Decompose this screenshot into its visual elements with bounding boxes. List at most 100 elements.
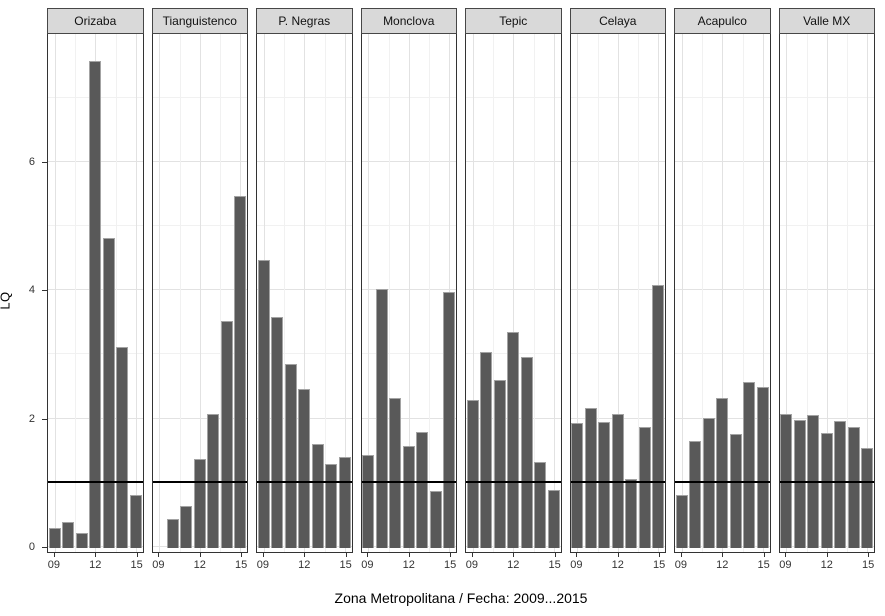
gridline-major-x (577, 34, 579, 552)
facet-orizaba: Orizaba 09 12 15 (47, 8, 144, 577)
facet-strip-label: Valle MX (803, 14, 851, 28)
x-tick-label: 12 (193, 559, 206, 571)
facet-strip: Tepic (465, 8, 562, 34)
gridline-minor-x (597, 34, 599, 552)
bar-2012 (193, 459, 206, 548)
x-tick-mark (722, 553, 724, 557)
facet-strip: Valle MX (778, 8, 875, 34)
bar-2009 (466, 400, 479, 548)
bar-2014 (743, 382, 756, 548)
bar-2012 (298, 389, 311, 548)
x-ticks: 09 12 15 (47, 553, 144, 577)
x-tick-label: 09 (674, 559, 688, 571)
facet-strip-label: Tianguistenco (162, 14, 237, 28)
facet-strip-label: Celaya (599, 14, 637, 28)
gridline-minor-x (742, 34, 744, 552)
x-ticks: 09 12 15 (465, 553, 562, 577)
bar-2012 (507, 331, 520, 548)
x-tick-label: 09 (779, 559, 792, 571)
x-tick-label: 15 (757, 559, 770, 571)
gridline-minor-x (806, 34, 808, 552)
bar-2013 (311, 443, 324, 548)
bar-2011 (389, 397, 402, 548)
gridline-minor-x (702, 34, 703, 552)
bar-2013 (520, 356, 533, 548)
bar-2010 (689, 441, 702, 548)
gridline-major-x (54, 34, 56, 552)
x-tick-label: 15 (339, 559, 352, 571)
gridline-major-x (786, 34, 788, 552)
x-ticks: 09 12 15 (152, 553, 249, 577)
gridline-major-x (472, 34, 474, 552)
facet-panel (151, 34, 248, 553)
facet-strip-label: Acapulco (697, 14, 747, 28)
bar-2015 (443, 291, 456, 548)
facet-valle-mx: Valle MX 09 12 15 (778, 8, 875, 577)
x-tick-mark (659, 553, 661, 557)
facet-strip: P. Negras (256, 8, 353, 34)
x-tick-label: 15 (652, 559, 666, 571)
bar-2014 (638, 427, 651, 548)
x-tick-label: 12 (716, 559, 729, 571)
x-tick-label: 15 (548, 559, 561, 571)
y-tick-label: 2 (28, 412, 35, 425)
bar-2013 (416, 431, 429, 548)
facet-acapulco: Acapulco 09 12 15 (674, 8, 771, 577)
gridline-minor-x (638, 34, 639, 552)
x-tick-mark (785, 553, 787, 557)
reference-line (570, 480, 665, 483)
facet-panel (778, 34, 875, 553)
bar-2009 (571, 422, 584, 548)
gridline-major-x (159, 34, 161, 552)
bar-2014 (429, 490, 442, 548)
x-tick-label: 12 (89, 559, 102, 571)
x-tick-label: 09 (256, 559, 270, 571)
x-tick-mark (53, 553, 55, 557)
gridline-major-x (344, 34, 346, 552)
y-tick-label: 6 (28, 155, 35, 168)
x-ticks: 09 12 15 (674, 553, 771, 577)
gridline-major-x (304, 34, 306, 552)
bar-2010 (480, 352, 493, 548)
bar-2010 (793, 420, 806, 548)
bar-2014 (534, 461, 547, 548)
x-tick-label: 15 (234, 559, 248, 571)
y-tick-mark (42, 290, 47, 292)
facet-tepic: Tepic 09 12 15 (465, 8, 562, 577)
x-ticks: 09 12 15 (570, 553, 667, 577)
bar-2015 (547, 489, 560, 548)
bar-2010 (375, 289, 388, 548)
facet-panel (256, 34, 353, 553)
gridline-minor-x (284, 34, 285, 552)
x-tick-mark (158, 553, 160, 557)
bar-2009 (362, 455, 375, 548)
reference-line (675, 480, 770, 483)
facet-panels: Orizaba 09 12 15 Tianguistenco 09 12 15 P. Negra… (47, 8, 875, 577)
x-tick-mark (680, 553, 682, 557)
x-ticks: 09 12 15 (256, 553, 353, 577)
gridline-major-x (135, 34, 137, 552)
x-tick-mark (304, 553, 306, 557)
x-tick-mark (367, 553, 369, 557)
bar-2012 (716, 398, 729, 548)
x-tick-mark (345, 553, 347, 557)
x-tick-mark (136, 553, 138, 557)
facet-tianguistenco: Tianguistenco 09 12 15 (151, 8, 249, 577)
bar-2011 (598, 422, 611, 548)
gridline-major-x (513, 34, 515, 552)
bar-2015 (756, 387, 769, 548)
bar-2009 (257, 260, 270, 548)
reference-line (779, 480, 874, 483)
bar-2009 (48, 528, 61, 548)
reference-line (466, 480, 561, 483)
x-tick-mark (513, 553, 515, 557)
gridline-major-x (826, 34, 828, 552)
bar-2010 (584, 407, 597, 548)
y-tick-mark (42, 547, 47, 548)
bar-2015 (338, 457, 351, 548)
x-tick-mark (408, 553, 410, 557)
gridline-major-x (722, 34, 724, 552)
x-tick-mark (868, 553, 870, 557)
x-tick-mark (450, 553, 452, 557)
